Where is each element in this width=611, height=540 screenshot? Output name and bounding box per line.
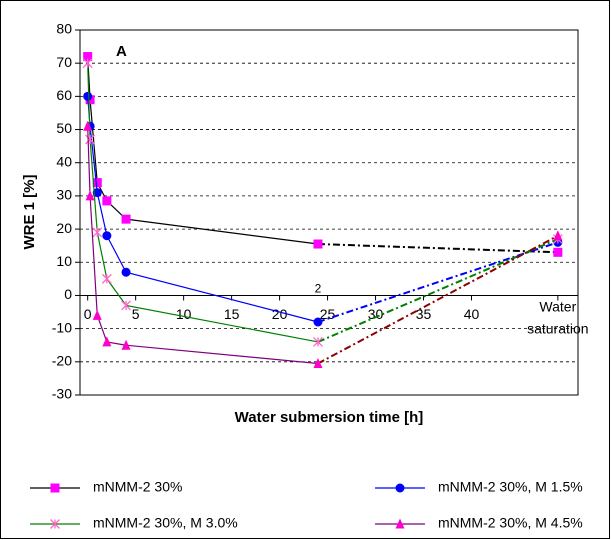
x-tick-label: 10 [176, 306, 192, 322]
x-axis-title: Water submersion time [h] [235, 409, 424, 426]
marker [121, 267, 131, 277]
marker [101, 273, 112, 284]
legend-label: mNMM-2 30%, M 4.5% [438, 515, 583, 531]
series-dash [317, 234, 559, 365]
marker [102, 336, 112, 347]
marker [121, 214, 131, 224]
y-tick-label: 60 [56, 87, 72, 103]
series-dash [317, 243, 558, 254]
y-tick-label: 30 [56, 187, 72, 203]
x-tick-label: 15 [224, 306, 240, 322]
y-tick-label: -20 [52, 353, 72, 369]
y-tick-label: -30 [52, 386, 72, 402]
marker [553, 230, 563, 241]
y-tick-label: 10 [56, 253, 72, 269]
plot-area [79, 29, 579, 396]
y-tick-label: 40 [56, 153, 72, 169]
x-tick-label: 40 [464, 306, 480, 322]
series-dash [317, 238, 559, 343]
y-tick-label: -10 [52, 319, 72, 335]
x-tick-label: 20 [272, 306, 288, 322]
y-tick-label: 80 [56, 21, 72, 37]
series-line [87, 126, 319, 365]
x-tick-label: 5 [132, 306, 140, 322]
marker [121, 300, 132, 311]
marker [92, 188, 102, 198]
legend-marker [50, 519, 60, 529]
marker [92, 309, 102, 320]
marker [85, 134, 96, 145]
legend-label: mNMM-2 30% [93, 479, 182, 495]
marker [92, 227, 103, 238]
marker [83, 52, 93, 62]
legend-marker [50, 483, 60, 493]
marker [313, 239, 323, 249]
y-tick-label: 20 [56, 220, 72, 236]
series-dash [317, 241, 559, 323]
marker [121, 339, 131, 350]
y-tick-label: 50 [56, 120, 72, 136]
marker [83, 91, 93, 101]
marker [553, 247, 563, 257]
legend-marker [395, 483, 405, 493]
marker [85, 190, 95, 201]
x-tick-label: 25 [320, 306, 336, 322]
x-tick-label: Water saturation [527, 298, 588, 336]
annotation: 2 [315, 282, 322, 296]
x-tick-label: 0 [84, 306, 92, 322]
marker [83, 120, 93, 131]
marker [92, 178, 102, 188]
marker [102, 231, 112, 241]
y-axis-title: WRE 1 [%] [21, 174, 38, 249]
legend-label: mNMM-2 30%, M 1.5% [438, 479, 583, 495]
x-tick-label: 30 [368, 306, 384, 322]
marker [313, 317, 323, 327]
x-tick-label: 35 [416, 306, 432, 322]
marker [102, 196, 112, 206]
legend-label: mNMM-2 30%, M 3.0% [93, 515, 238, 531]
marker [82, 58, 93, 69]
annotation: A [116, 43, 127, 60]
marker [313, 357, 323, 368]
marker [313, 336, 323, 347]
y-tick-label: 70 [56, 54, 72, 70]
legend-marker [395, 518, 405, 529]
y-tick-label: 0 [64, 286, 72, 302]
